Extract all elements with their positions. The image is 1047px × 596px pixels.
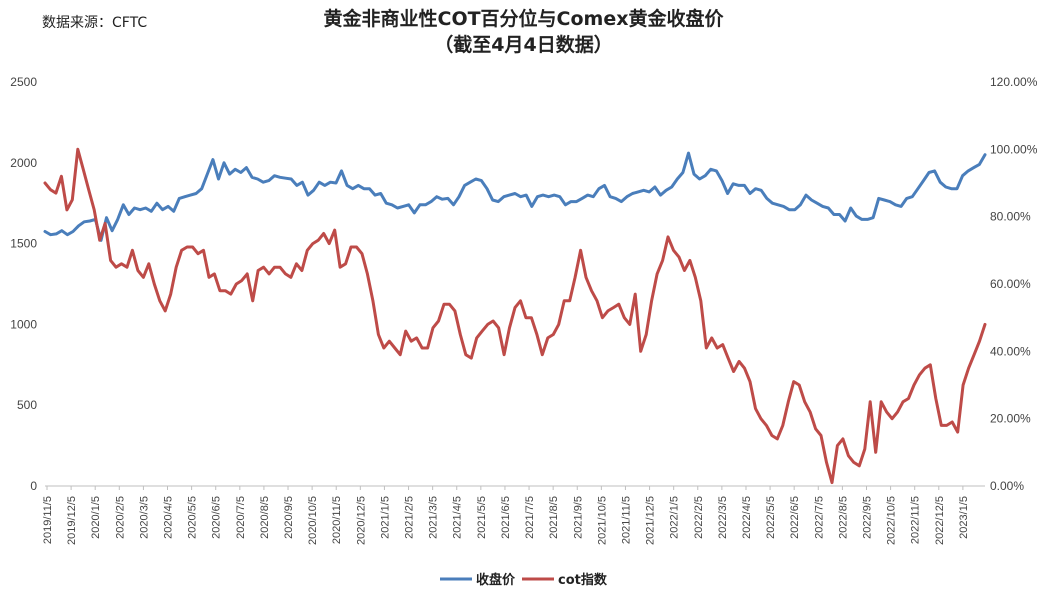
y-right-tick-label: 120.00% <box>990 75 1038 89</box>
x-tick-label: 2021/11/5 <box>620 496 632 544</box>
x-tick-label: 2022/1/5 <box>669 496 681 539</box>
x-tick-label: 2020/7/5 <box>235 496 247 539</box>
x-tick-label: 2022/11/5 <box>910 496 922 544</box>
chart-series-layer <box>43 147 987 485</box>
x-tick-label: 2020/3/5 <box>138 496 150 539</box>
chart-title: 黄金非商业性COT百分位与Comex黄金收盘价 （截至4月4日数据） <box>0 6 1047 58</box>
x-tick-label: 2022/6/5 <box>789 496 801 539</box>
y-right-tick-label: 0.00% <box>990 479 1024 493</box>
x-tick-label: 2021/3/5 <box>428 496 440 539</box>
x-tick-label: 2021/4/5 <box>452 496 464 539</box>
x-tick-label: 2020/2/5 <box>114 496 126 539</box>
y-left-tick-label: 1500 <box>10 237 37 251</box>
x-tick-label: 2019/11/5 <box>42 496 54 544</box>
y-left-tick-label: 2500 <box>10 75 37 89</box>
x-tick-label: 2021/5/5 <box>476 496 488 539</box>
x-tick-label: 2023/1/5 <box>958 496 970 539</box>
x-tick-label: 2020/10/5 <box>307 496 319 545</box>
y-left-tick-label: 0 <box>30 479 37 493</box>
x-tick-label: 2022/9/5 <box>861 496 873 539</box>
x-tick-label: 2021/10/5 <box>596 496 608 545</box>
x-tick-label: 2022/8/5 <box>837 496 849 539</box>
series-line-cot <box>43 147 987 485</box>
y-right-tick-label: 40.00% <box>990 344 1031 358</box>
x-tick-label: 2021/6/5 <box>500 496 512 539</box>
x-tick-label: 2022/12/5 <box>934 496 946 545</box>
y-right-tick-label: 20.00% <box>990 412 1031 426</box>
chart-legend: 收盘价 cot指数 <box>440 572 608 588</box>
legend-label: cot指数 <box>558 572 608 588</box>
x-tick-label: 2019/12/5 <box>66 496 78 545</box>
x-tick-label: 2020/4/5 <box>163 496 175 539</box>
x-tick-label: 2021/8/5 <box>548 496 560 539</box>
x-tick-label: 2021/7/5 <box>524 496 536 539</box>
x-tick-label: 2020/1/5 <box>90 496 102 539</box>
series-line-price <box>43 151 987 242</box>
x-tick-label: 2022/7/5 <box>813 496 825 539</box>
x-tick-label: 2022/5/5 <box>765 496 777 539</box>
x-tick-label: 2020/5/5 <box>187 496 199 539</box>
x-tick-label: 2022/2/5 <box>693 496 705 539</box>
x-tick-label: 2022/4/5 <box>741 496 753 539</box>
x-tick-label: 2021/9/5 <box>572 496 584 539</box>
x-tick-label: 2022/10/5 <box>886 496 898 545</box>
y-left-tick-label: 2000 <box>10 156 37 170</box>
x-tick-label: 2021/1/5 <box>379 496 391 539</box>
x-tick-label: 2022/3/5 <box>717 496 729 539</box>
data-source-note: 数据来源：CFTC <box>42 15 148 31</box>
x-tick-label: 2021/2/5 <box>404 496 416 539</box>
x-tick-label: 2020/9/5 <box>283 496 295 539</box>
chart-title-line1: 黄金非商业性COT百分位与Comex黄金收盘价 <box>323 8 724 30</box>
x-tick-label: 2020/12/5 <box>355 496 367 545</box>
x-tick-label: 2020/8/5 <box>259 496 271 539</box>
chart-axes: 0 500 1000 1500 2000 2500 0.00% 20.00% 40.00% 60.… <box>10 75 1037 545</box>
x-tick-label: 2020/11/5 <box>331 496 343 544</box>
x-tick-label: 2020/6/5 <box>211 496 223 539</box>
chart-title-line2: （截至4月4日数据） <box>434 34 613 56</box>
x-tick-label: 2021/12/5 <box>645 496 657 545</box>
y-left-tick-label: 500 <box>17 398 37 412</box>
y-left-tick-label: 1000 <box>10 317 37 331</box>
y-right-tick-label: 100.00% <box>990 142 1038 156</box>
legend-label: 收盘价 <box>476 572 516 588</box>
y-right-tick-label: 80.00% <box>990 210 1031 224</box>
y-right-tick-label: 60.00% <box>990 277 1031 291</box>
